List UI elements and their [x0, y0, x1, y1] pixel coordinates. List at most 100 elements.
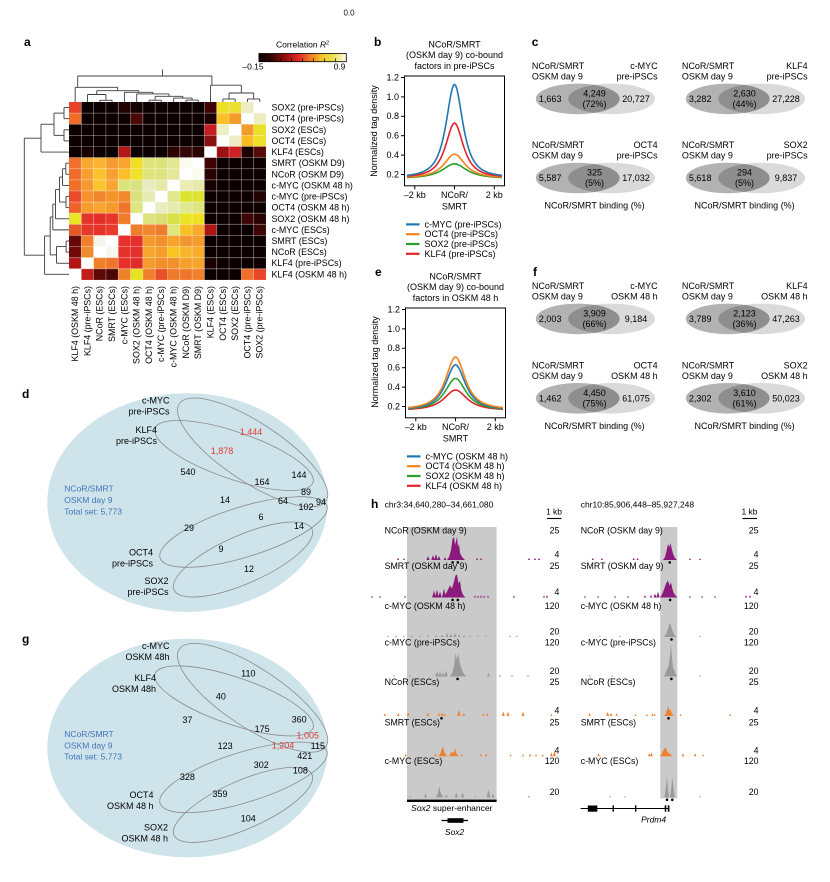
svg-text:c-MYC (OSKM 48 h): c-MYC (OSKM 48 h)	[385, 601, 466, 611]
svg-text:c-MYC (ESCs): c-MYC (ESCs)	[581, 756, 639, 766]
svg-text:b: b	[374, 35, 381, 49]
svg-text:SMRT (ESCs): SMRT (ESCs)	[385, 717, 440, 727]
svg-text:(5%): (5%)	[735, 178, 754, 188]
svg-text:–2 kb: –2 kb	[405, 422, 427, 432]
svg-text:6: 6	[258, 512, 263, 522]
svg-text:SMRT (ESCs): SMRT (ESCs)	[581, 717, 636, 727]
svg-text:Normalized tag density: Normalized tag density	[369, 85, 379, 177]
svg-text:c-MYC: c-MYC	[630, 281, 658, 291]
svg-text:120: 120	[545, 638, 560, 648]
svg-text:KLF4 (OSKM 48 h): KLF4 (OSKM 48 h)	[426, 481, 503, 491]
svg-text:NCoR (OSKM D9): NCoR (OSKM D9)	[181, 286, 191, 359]
svg-text:c-MYC (pre-iPSCs): c-MYC (pre-iPSCs)	[385, 638, 460, 648]
svg-text:0.2: 0.2	[386, 169, 399, 179]
svg-text:Sox2: Sox2	[445, 827, 465, 837]
svg-text:(44%): (44%)	[732, 99, 756, 109]
svg-text:OCT4: OCT4	[129, 548, 153, 558]
svg-text:37: 37	[182, 715, 192, 725]
svg-text:2,630: 2,630	[733, 88, 756, 98]
svg-text:0.8: 0.8	[386, 111, 399, 121]
svg-text:OSKM day 9: OSKM day 9	[532, 71, 583, 81]
svg-text:Prdm4: Prdm4	[641, 814, 666, 824]
svg-text:c-MYC (pre-iPSCs): c-MYC (pre-iPSCs)	[272, 192, 348, 202]
svg-text:KLF4 (ESCs): KLF4 (ESCs)	[206, 286, 216, 338]
svg-text:25: 25	[749, 717, 759, 727]
svg-text:NCoR/SMRT: NCoR/SMRT	[682, 360, 735, 370]
svg-text:NCoR/SMRT: NCoR/SMRT	[532, 360, 585, 370]
svg-text:g: g	[22, 632, 29, 646]
svg-text:25: 25	[749, 677, 759, 687]
svg-text:SOX2: SOX2	[784, 360, 808, 370]
svg-text:SOX2 (OSKM 48 h): SOX2 (OSKM 48 h)	[426, 471, 505, 481]
svg-text:SOX2: SOX2	[784, 140, 808, 150]
svg-text:NCoR (OSKM D9): NCoR (OSKM D9)	[272, 169, 345, 179]
svg-text:NCoR/SMRT: NCoR/SMRT	[682, 61, 735, 71]
svg-text:20: 20	[550, 627, 560, 637]
svg-text:4: 4	[754, 587, 759, 597]
svg-text:(66%): (66%)	[582, 319, 606, 329]
svg-text:OCT4 (OSKM 48 h): OCT4 (OSKM 48 h)	[272, 203, 350, 213]
svg-text:OCT4: OCT4	[129, 790, 153, 800]
svg-text:OSKM day 9: OSKM day 9	[682, 71, 733, 81]
svg-text:2,302: 2,302	[689, 393, 712, 403]
svg-text:0.2: 0.2	[387, 401, 400, 411]
svg-text:SOX2 (pre-iPSCs): SOX2 (pre-iPSCs)	[425, 239, 499, 249]
svg-text:OCT4 (pre-iPSCs): OCT4 (pre-iPSCs)	[272, 114, 345, 124]
svg-text:OSKM 48h: OSKM 48h	[112, 684, 156, 694]
svg-text:OSKM day 9: OSKM day 9	[532, 291, 583, 301]
svg-text:OCT4 (pre-iPSCs): OCT4 (pre-iPSCs)	[425, 229, 499, 239]
svg-text:SOX2: SOX2	[144, 576, 168, 586]
svg-text:KLF4 (OSKM 48 h): KLF4 (OSKM 48 h)	[272, 269, 348, 279]
svg-text:c-MYC (ESCs): c-MYC (ESCs)	[119, 286, 129, 344]
svg-text:(72%): (72%)	[582, 99, 606, 109]
svg-text:164: 164	[254, 477, 269, 487]
svg-text:NCoR/SMRT: NCoR/SMRT	[64, 729, 113, 739]
svg-text:OCT4 (OSKM 48 h): OCT4 (OSKM 48 h)	[144, 286, 154, 364]
svg-text:Sox2 super-enhancer: Sox2 super-enhancer	[411, 803, 492, 813]
svg-text:1 kb: 1 kb	[546, 506, 562, 516]
svg-text:2,003: 2,003	[539, 314, 562, 324]
svg-text:factors in pre-iPSCs: factors in pre-iPSCs	[414, 61, 495, 71]
svg-text:328: 328	[180, 772, 195, 782]
svg-text:1 kb: 1 kb	[741, 506, 757, 516]
svg-text:325: 325	[587, 168, 602, 178]
svg-text:20,727: 20,727	[622, 94, 650, 104]
svg-text:NCoR/SMRT: NCoR/SMRT	[532, 281, 585, 291]
svg-text:pre-iPSCs: pre-iPSCs	[128, 406, 170, 416]
svg-text:302: 302	[254, 760, 269, 770]
svg-text:SMRT (OSKM day 9): SMRT (OSKM day 9)	[385, 561, 468, 571]
svg-text:SOX2 (OSKM 48 h): SOX2 (OSKM 48 h)	[272, 214, 350, 224]
svg-text:360: 360	[292, 715, 307, 725]
svg-text:294: 294	[737, 168, 752, 178]
svg-text:Total set: 5,773: Total set: 5,773	[64, 506, 122, 516]
svg-text:pre-iPSCs: pre-iPSCs	[617, 151, 659, 161]
svg-text:KLF4 (pre-iPSCs): KLF4 (pre-iPSCs)	[272, 258, 342, 268]
svg-text:SMRT (OSKM day 9): SMRT (OSKM day 9)	[581, 561, 664, 571]
svg-text:123: 123	[218, 741, 233, 751]
svg-text:KLF4: KLF4	[786, 281, 808, 291]
svg-text:421: 421	[297, 751, 312, 761]
svg-text:3,610: 3,610	[733, 388, 756, 398]
svg-text:120: 120	[744, 601, 759, 611]
svg-text:NCoR/SMRT: NCoR/SMRT	[429, 272, 482, 282]
svg-text:KLF4: KLF4	[786, 61, 808, 71]
svg-text:c-MYC (ESCs): c-MYC (ESCs)	[272, 225, 330, 235]
svg-text:c-MYC (pre-iPSCs): c-MYC (pre-iPSCs)	[156, 286, 166, 362]
svg-text:NCoR/SMRT: NCoR/SMRT	[532, 140, 585, 150]
svg-text:KLF4 (ESCs): KLF4 (ESCs)	[272, 147, 324, 157]
svg-text:1,663: 1,663	[539, 94, 562, 104]
svg-text:KLF4 (pre-iPSCs): KLF4 (pre-iPSCs)	[82, 286, 92, 356]
svg-text:SOX2 (pre-iPSCs): SOX2 (pre-iPSCs)	[255, 286, 265, 359]
svg-text:Normalized tag density: Normalized tag density	[370, 316, 380, 408]
svg-text:e: e	[375, 265, 382, 279]
svg-text:(OSKM day 9) co-bound: (OSKM day 9) co-bound	[407, 282, 504, 292]
svg-text:c-MYC (OSKM 48 h): c-MYC (OSKM 48 h)	[272, 180, 353, 190]
svg-text:3,909: 3,909	[583, 308, 606, 318]
svg-text:25: 25	[550, 561, 560, 571]
svg-text:pre-iPSCs: pre-iPSCs	[116, 436, 158, 446]
svg-text:102: 102	[298, 502, 313, 512]
svg-text:SOX2 (OSKM 48 h): SOX2 (OSKM 48 h)	[132, 286, 142, 364]
svg-text:KLF4: KLF4	[135, 425, 157, 435]
svg-text:SMRT (OSKM D9): SMRT (OSKM D9)	[193, 286, 203, 359]
svg-text:NCoR/SMRT binding (%): NCoR/SMRT binding (%)	[694, 421, 794, 431]
